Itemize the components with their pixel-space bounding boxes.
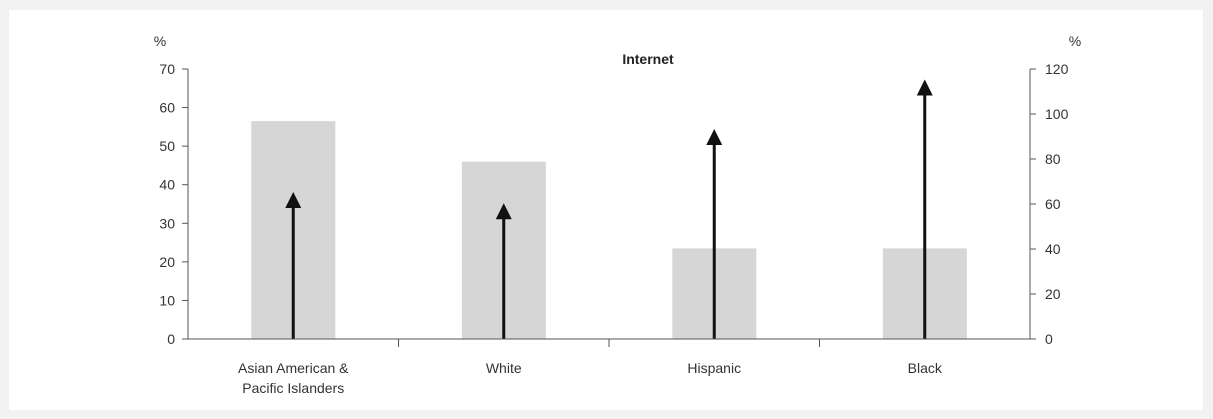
left-tick-label-4: 40 bbox=[159, 177, 175, 193]
category-label-2: Hispanic bbox=[687, 360, 741, 376]
right-tick-label-4: 80 bbox=[1045, 151, 1061, 167]
bars-layer bbox=[251, 121, 967, 339]
left-tick-label-0: 0 bbox=[167, 331, 175, 347]
arrows-layer bbox=[285, 79, 933, 339]
right-tick-label-1: 20 bbox=[1045, 286, 1061, 302]
left-tick-label-7: 70 bbox=[159, 61, 175, 77]
arrow-2 bbox=[706, 129, 723, 339]
right-tick-label-6: 120 bbox=[1045, 61, 1069, 77]
chart-title: Internet bbox=[622, 51, 674, 67]
right-tick-label-2: 40 bbox=[1045, 241, 1061, 257]
chart-panel bbox=[9, 10, 1203, 410]
category-label-1: White bbox=[486, 360, 522, 376]
category-label-3: Black bbox=[908, 360, 943, 376]
arrow-head-0 bbox=[285, 192, 302, 208]
right-tick-label-3: 60 bbox=[1045, 196, 1061, 212]
arrow-head-3 bbox=[916, 79, 933, 96]
left-tick-label-5: 50 bbox=[159, 138, 175, 154]
arrow-1 bbox=[495, 203, 512, 339]
left-tick-label-3: 30 bbox=[159, 215, 175, 231]
right-axis-unit-label: % bbox=[1069, 33, 1081, 49]
arrow-0 bbox=[285, 192, 302, 339]
left-tick-label-2: 20 bbox=[159, 254, 175, 270]
left-tick-label-1: 10 bbox=[159, 292, 175, 308]
left-tick-label-6: 60 bbox=[159, 100, 175, 116]
arrow-3 bbox=[916, 79, 933, 339]
right-tick-label-5: 100 bbox=[1045, 106, 1069, 122]
category-label-0: Asian American & Pacific Islanders bbox=[238, 360, 349, 396]
axes-layer: 0 10 20 30 40 50 60 70 0 20 40 60 80 100 120 Asian Amer… bbox=[159, 61, 1068, 396]
arrow-head-1 bbox=[495, 203, 512, 220]
arrow-head-2 bbox=[706, 129, 723, 145]
right-tick-label-0: 0 bbox=[1045, 331, 1053, 347]
left-axis-unit-label: % bbox=[154, 33, 166, 49]
